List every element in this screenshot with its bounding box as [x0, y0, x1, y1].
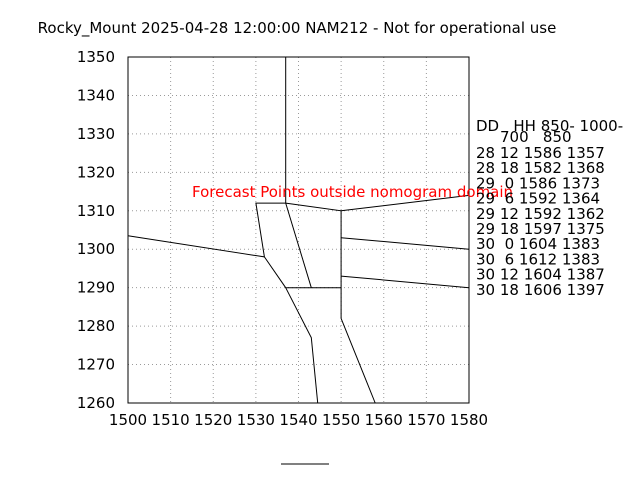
- y-tick-label: 1280: [77, 317, 115, 335]
- table-row: 30 0 1604 1383: [476, 235, 600, 253]
- forecast-table: DD HH 850- 1000- 700 850 28 12 1586 1357…: [476, 117, 623, 299]
- boundary-line: [285, 202, 312, 288]
- table-row: 28 18 1582 1368: [476, 159, 605, 177]
- y-tick-label: 1340: [77, 86, 115, 104]
- y-tick-label: 1270: [77, 356, 115, 374]
- y-tick-label: 1310: [77, 202, 115, 220]
- y-tick-label: 1260: [77, 394, 115, 412]
- y-tick-label: 1300: [77, 240, 115, 258]
- x-tick-label: 1530: [237, 411, 275, 429]
- boundary-line: [340, 287, 376, 404]
- table-row: 28 12 1586 1357: [476, 144, 605, 162]
- chart-title: Rocky_Mount 2025-04-28 12:00:00 NAM212 -…: [38, 19, 557, 38]
- table-row: 30 18 1606 1397: [476, 281, 605, 299]
- boundary-line: [285, 287, 319, 404]
- x-tick-label: 1510: [152, 411, 190, 429]
- plot-frame: [127, 56, 470, 404]
- grid: [128, 57, 469, 403]
- y-tick-label: 1330: [77, 125, 115, 143]
- table-row: 29 12 1592 1362: [476, 205, 605, 223]
- table-row: 29 6 1592 1364: [476, 190, 600, 208]
- y-axis-ticks: 1260 1270 1280 1290 1300 1310 1320 1330 1340 1350: [77, 48, 115, 412]
- table-row: 30 6 1612 1383: [476, 250, 600, 268]
- x-tick-label: 1550: [322, 411, 360, 429]
- x-tick-label: 1560: [365, 411, 403, 429]
- x-tick-label: 1500: [109, 411, 147, 429]
- table-row: 29 18 1597 1375: [476, 220, 605, 238]
- boundary-lines: [127, 57, 470, 404]
- x-axis-ticks: 1500 1510 1520 1530 1540 1550 1560 1570 1580: [109, 411, 488, 429]
- boundary-line: [341, 237, 470, 250]
- y-tick-label: 1320: [77, 163, 115, 181]
- table-row: 30 12 1604 1387: [476, 266, 605, 284]
- y-tick-label: 1290: [77, 279, 115, 297]
- x-tick-label: 1570: [407, 411, 445, 429]
- x-tick-label: 1540: [279, 411, 317, 429]
- x-tick-label: 1580: [450, 411, 488, 429]
- boundary-line: [341, 194, 470, 212]
- table-row: 29 0 1586 1373: [476, 174, 600, 192]
- boundary-line: [341, 275, 470, 289]
- boundary-line: [127, 57, 287, 258]
- domain-warning: Forecast Points outside nomogram domain: [192, 183, 513, 201]
- x-tick-label: 1520: [194, 411, 232, 429]
- table-header-line2: 700 850: [500, 128, 572, 146]
- y-tick-label: 1350: [77, 48, 115, 66]
- table-header-line1: DD HH 850- 1000-: [476, 117, 623, 135]
- boundary-line: [263, 202, 342, 289]
